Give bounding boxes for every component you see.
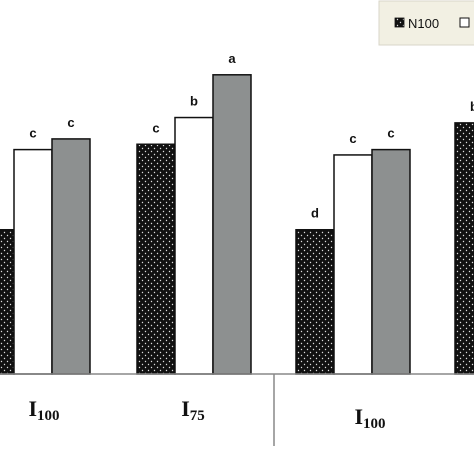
bar-g0-s2: [51, 138, 91, 375]
bars-layer: [0, 74, 474, 375]
significance-letter-g3-s0: b: [470, 99, 474, 114]
x-labels-layer: I100 I75 I100: [28, 396, 385, 432]
bar-g2-s1: [333, 154, 373, 375]
significance-letter-g0-s2: c: [67, 115, 74, 130]
group-label-1: I75: [181, 396, 205, 424]
significance-letter-g2-s0: d: [311, 206, 319, 221]
letters-layer: c c c b a d c c b: [29, 51, 474, 221]
significance-letter-g1-s2: a: [228, 51, 236, 66]
bar-g1-s2: [212, 74, 252, 375]
group-label-2: I100: [354, 404, 385, 432]
legend-swatch-n100: [394, 17, 405, 28]
significance-letter-g0-s1: c: [29, 126, 36, 141]
group-label-0: I100: [28, 396, 59, 424]
legend-label-n100: N100: [408, 16, 439, 31]
bar-g2-s0: [295, 228, 335, 375]
significance-letter-g1-s1: b: [190, 94, 198, 109]
significance-letter-g2-s2: c: [387, 126, 394, 141]
bar-g0-s1: [13, 148, 53, 375]
bar-g2-s2: [371, 148, 411, 375]
significance-letter-g2-s1: c: [349, 131, 356, 146]
legend-swatch-white: [459, 17, 470, 28]
bar-g3-s0: [454, 122, 474, 375]
legend: N100: [378, 0, 474, 46]
bar-g1-s0: [136, 143, 176, 375]
significance-letter-g1-s0: c: [152, 120, 159, 135]
bar-g0-s0: [0, 228, 15, 375]
bar-g1-s1: [174, 116, 214, 375]
